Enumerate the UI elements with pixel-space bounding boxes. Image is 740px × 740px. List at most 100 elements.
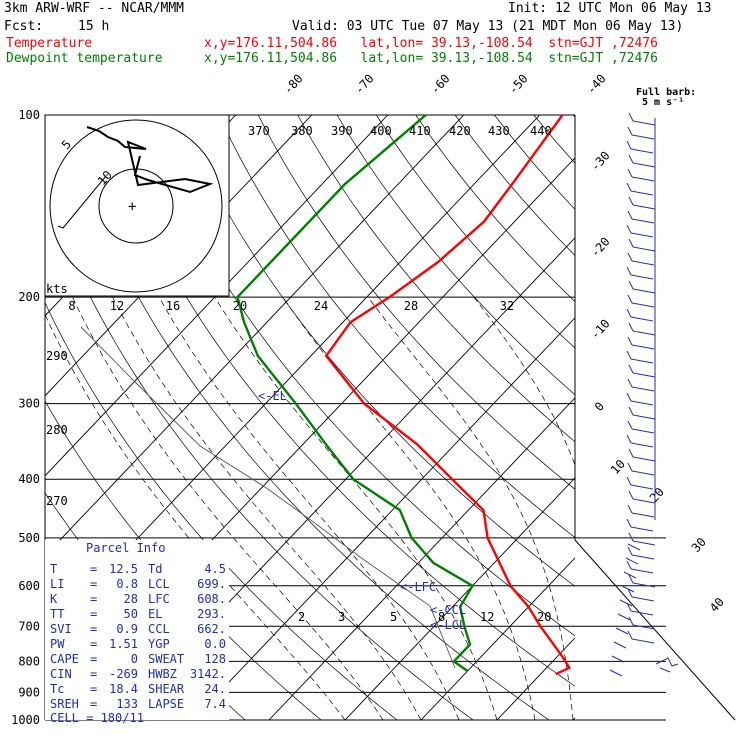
wind-barb: [627, 378, 633, 388]
wind-barb: [630, 274, 654, 280]
moist-adiabat-line: [158, 296, 460, 720]
hodograph-frame: [44, 114, 230, 297]
hodograph-storm-vector: [57, 175, 107, 229]
barb-key-units: 5 m s⁻¹: [642, 97, 685, 108]
wind-barb: [628, 448, 634, 458]
wind-barb: [628, 616, 634, 626]
wind-barb: [628, 448, 656, 462]
wind-barb: [632, 582, 656, 588]
pressure-tick-label: 200: [18, 290, 40, 304]
wind-barb: [626, 308, 654, 322]
wind-barb: [626, 476, 654, 490]
dry-adiabat-line: [731, 115, 740, 720]
parcel-left-label: PW: [50, 637, 65, 651]
parcel-eq: =: [90, 637, 97, 651]
dewpoint-legend-label: Dewpoint temperature: [6, 51, 163, 66]
parcel-right-value: 662.: [197, 622, 226, 636]
wind-barb: [627, 543, 641, 551]
wind-barb: [627, 462, 633, 472]
wind-barb: [619, 599, 633, 607]
isotherm-label: 10: [608, 457, 628, 477]
dry-adiabat-line: [336, 115, 575, 396]
wind-barb: [626, 308, 632, 318]
wind-barb: [631, 302, 655, 308]
fcst-label: Fcst:: [4, 19, 44, 34]
wind-barb: [613, 641, 627, 649]
wind-barb: [627, 504, 655, 518]
wind-barb: [609, 669, 623, 677]
wind-barb: [626, 434, 654, 448]
wind-barb: [626, 266, 654, 280]
isotherm-line: [45, 115, 389, 477]
wind-barb: [628, 112, 656, 126]
isotherm-line: [268, 397, 575, 720]
isotherm-label: 30: [689, 535, 709, 555]
dry-adiabat-line: [139, 115, 575, 637]
wind-barb: [626, 224, 632, 234]
wind-barb: [627, 252, 655, 266]
mixing-ratio-label: 3: [338, 610, 345, 624]
wind-barb: [628, 490, 634, 500]
sounding-line: [236, 115, 475, 672]
wind-barb: [627, 126, 633, 136]
wind-barb: [632, 456, 656, 462]
isotherm-label: -70: [352, 72, 377, 97]
wind-barb: [627, 210, 655, 224]
hodograph-axis-label: 8: [68, 299, 75, 313]
mixing-ratio-label: 5: [390, 610, 397, 624]
pressure-tick-label: 400: [18, 472, 40, 486]
wind-barb: [627, 546, 633, 556]
wind-barb: [627, 378, 655, 392]
parcel-left-value: 133: [116, 697, 138, 711]
isotherm-line: [45, 115, 465, 557]
parcel-right-value: 0.0: [204, 637, 226, 651]
wind-barb: [627, 168, 655, 182]
parcel-left-value: 0.8: [116, 577, 138, 591]
parcel-right-label: CCL: [148, 622, 170, 636]
mixing-ratio-label: 12: [480, 610, 494, 624]
isotherm-label: -10: [588, 317, 613, 342]
wind-barb: [626, 140, 654, 154]
dewpoint-location: x,y=176.11,504.86 lat,lon= 39.13,-108.54…: [204, 51, 658, 66]
theta-label: 380: [291, 124, 313, 138]
parcel-left-label: LI: [50, 577, 64, 591]
hodograph-axis-label: 12: [110, 299, 124, 313]
wind-barb: [627, 630, 655, 644]
temperature-legend-label: Temperature: [6, 36, 93, 51]
pressure-tick-label: 1000: [11, 713, 40, 727]
wind-barb: [630, 526, 654, 532]
isotherm-line: [420, 557, 575, 720]
theta-label: 440: [530, 124, 552, 138]
level-annotation: <-EL: [258, 389, 287, 403]
moist-adiabat-line: [473, 296, 575, 466]
wind-barb: [627, 210, 633, 220]
parcel-right-label: EL: [148, 607, 162, 621]
wind-barb: [628, 574, 656, 588]
wind-barb: [628, 532, 634, 542]
hodograph-axis-label: 32: [500, 299, 514, 313]
pressure-tick-label: 700: [18, 619, 40, 633]
dry-adiabat-line: [218, 115, 575, 538]
wind-barb: [628, 490, 656, 504]
dry-adiabat-line: [494, 115, 575, 210]
parcel-eq: =: [90, 592, 97, 606]
moist-adiabat-line: [45, 313, 346, 720]
isotherm-label: 0: [592, 399, 607, 414]
parcel-left-value: 0.9: [116, 622, 138, 636]
isotherm-line: [649, 115, 740, 720]
wind-barb: [628, 154, 634, 164]
wind-barb: [628, 322, 634, 332]
sounding-profiles: [80, 115, 572, 676]
moist-adiabat-line: [725, 297, 740, 720]
dry-adiabat-line: [613, 115, 740, 720]
wind-barb: [628, 322, 656, 336]
wind-barb: [631, 218, 655, 224]
level-annotation: <-CCL: [430, 603, 466, 617]
pressure-tick-label: 900: [18, 685, 40, 699]
parcel-right-label: LFC: [148, 592, 170, 606]
theta-label: 280: [46, 423, 68, 437]
mixing-ratio-label: 8: [438, 610, 445, 624]
parcel-right-label: SHEAR: [148, 682, 185, 696]
wind-barb: [630, 484, 654, 490]
